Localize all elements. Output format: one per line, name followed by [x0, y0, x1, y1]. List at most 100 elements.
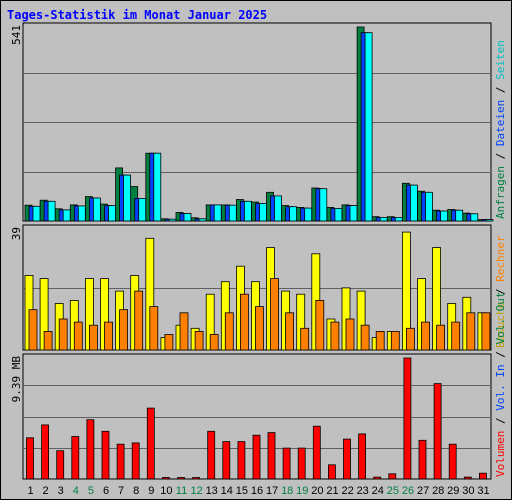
- bar-volumen: [358, 433, 367, 480]
- x-tick-label: 18: [281, 485, 293, 497]
- legend-label-volumen: Volumen: [494, 431, 507, 477]
- y-max-label: 9.39 MB: [10, 356, 23, 403]
- x-tick-label: 25: [387, 485, 399, 497]
- bar-seiten: [485, 219, 494, 222]
- x-tick-label: 14: [221, 485, 233, 497]
- legend-separator: /: [494, 282, 507, 302]
- bar-seiten: [153, 152, 162, 222]
- bar-seiten: [138, 197, 147, 222]
- bar-rechner: [421, 321, 430, 351]
- x-tick-label: 12: [190, 485, 202, 497]
- bar-seiten: [93, 197, 101, 222]
- panel-visits: 39 Besuche / Rechner: [10, 224, 507, 351]
- bar-seiten: [304, 207, 313, 222]
- bar-volumen: [56, 450, 65, 480]
- x-tick-label: 3: [58, 485, 64, 497]
- bar-seiten: [319, 188, 328, 222]
- legend-separator: /: [494, 146, 507, 166]
- bar-rechner: [149, 306, 159, 351]
- x-tick-label: 15: [236, 485, 248, 497]
- x-tick-label: 5: [88, 485, 94, 497]
- bar-volumen: [403, 357, 412, 480]
- bar-seiten: [409, 184, 418, 222]
- x-tick-label: 27: [417, 485, 429, 497]
- bar-seiten: [168, 218, 177, 222]
- bar-rechner: [270, 278, 279, 351]
- legend-labels: Besuche / Rechner: [494, 235, 507, 348]
- x-tick-label: 26: [402, 485, 414, 497]
- bar-seiten: [198, 218, 207, 222]
- bar-rechner: [345, 318, 355, 351]
- legend-separator: /: [494, 411, 507, 431]
- bar-rechner: [209, 334, 219, 351]
- bar-rechner: [58, 318, 68, 351]
- bar-volumen: [222, 441, 231, 480]
- x-tick-label: 19: [296, 485, 308, 497]
- bar-rechner: [73, 321, 83, 351]
- bar-seiten: [32, 205, 41, 222]
- x-tick-label: 28: [432, 485, 444, 497]
- bar-volumen: [41, 424, 49, 480]
- bar-volumen: [177, 477, 185, 480]
- legend-labels: Volumen / Vol. In / Vol. Out: [494, 292, 507, 477]
- bar-volumen: [297, 447, 306, 480]
- bar-rechner: [481, 312, 491, 351]
- x-tick-label: 22: [341, 485, 353, 497]
- bar-rechner: [390, 330, 400, 351]
- legend-separator: /: [494, 80, 507, 100]
- x-tick-label: 2: [43, 485, 49, 497]
- bar-volumen: [192, 477, 201, 480]
- x-tick-label: 13: [206, 485, 218, 497]
- bar-rechner: [179, 312, 189, 351]
- bar-rechner: [405, 327, 415, 351]
- bar-seiten: [108, 205, 116, 222]
- x-tick-label: 17: [266, 485, 278, 497]
- legend-label-rechner: Rechner: [494, 235, 507, 282]
- legend-label-dateien: Dateien: [494, 100, 507, 146]
- bar-rechner: [239, 293, 249, 351]
- bar-volumen: [312, 425, 321, 480]
- bar-volumen: [71, 436, 80, 480]
- x-tick-label: 4: [73, 485, 79, 497]
- bar-seiten: [47, 200, 56, 222]
- bar-seiten: [213, 204, 222, 222]
- x-tick-label: 8: [133, 485, 139, 497]
- bar-rechner: [134, 290, 144, 351]
- x-tick-label: 23: [357, 485, 369, 497]
- legend-label-besuche: Besuche: [494, 302, 507, 348]
- bar-volumen: [433, 383, 442, 480]
- legend-label-vol-out: Vol. Out: [494, 292, 507, 345]
- x-tick-label: 7: [118, 485, 124, 497]
- x-tick-label: 21: [326, 485, 338, 497]
- bar-rechner: [300, 327, 310, 351]
- bar-volumen: [327, 464, 336, 480]
- bar-volumen: [418, 439, 427, 480]
- bar-volumen: [131, 442, 140, 480]
- bar-seiten: [455, 209, 464, 222]
- bar-seiten: [394, 216, 403, 222]
- bar-seiten: [349, 205, 358, 222]
- bar-seiten: [77, 205, 86, 222]
- legend-label-seiten: Seiten: [494, 40, 507, 80]
- legend-labels: Anfragen / Dateien / Seiten: [494, 40, 507, 219]
- bar-volumen: [207, 430, 216, 480]
- y-max-label: 39: [10, 227, 23, 240]
- bar-volumen: [101, 430, 110, 480]
- y-max-label: 541: [10, 25, 23, 45]
- bar-rechner: [315, 299, 325, 351]
- x-tick-label: 20: [311, 485, 323, 497]
- bar-volumen: [237, 441, 246, 480]
- bar-volumen: [146, 407, 155, 480]
- bar-volumen: [26, 437, 34, 480]
- bar-seiten: [123, 174, 131, 222]
- bar-seiten: [334, 207, 343, 222]
- x-tick-label: 1: [27, 485, 33, 497]
- x-tick-label: 10: [160, 485, 172, 497]
- bar-volumen: [343, 438, 351, 480]
- bar-seiten: [364, 32, 373, 222]
- bar-rechner: [43, 330, 53, 351]
- x-tick-label: 29: [447, 485, 459, 497]
- bar-seiten: [183, 213, 192, 222]
- bar-seiten: [379, 216, 388, 222]
